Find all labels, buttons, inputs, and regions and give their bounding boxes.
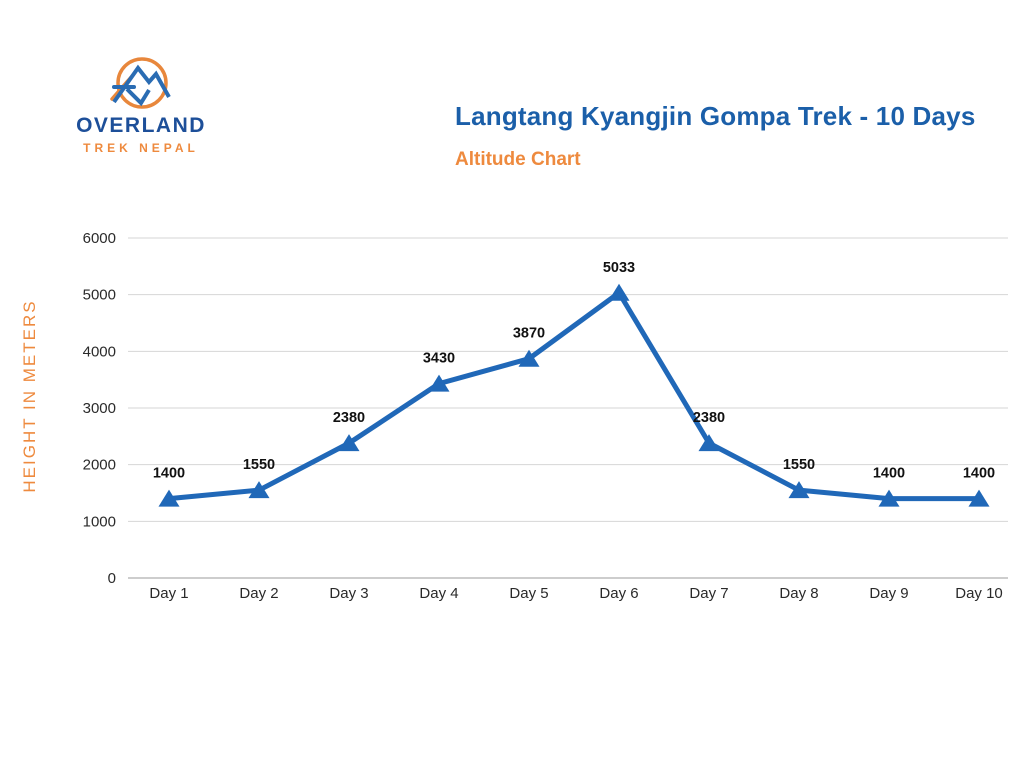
triangle-marker <box>158 489 180 507</box>
header: Langtang Kyangjin Gompa Trek - 10 Days A… <box>455 101 1015 171</box>
data-label: 1550 <box>783 457 815 473</box>
x-tick-label: Day 2 <box>239 585 278 602</box>
page-subtitle: Altitude Chart <box>455 149 581 170</box>
overland-logo: OVERLAND TREK NEPAL <box>60 54 222 155</box>
gridlines <box>128 237 1008 579</box>
x-tick-label: Day 6 <box>599 585 638 602</box>
triangle-marker <box>248 481 270 499</box>
y-tick-label: 0 <box>108 570 116 587</box>
x-tick-label: Day 7 <box>689 585 728 602</box>
data-label: 5033 <box>603 260 635 276</box>
y-tick-label: 1000 <box>83 513 116 530</box>
page-title: Langtang Kyangjin Gompa Trek - 10 Days <box>455 101 976 131</box>
triangle-marker <box>428 374 450 392</box>
x-tick-label: Day 5 <box>509 585 548 602</box>
data-label: 1400 <box>963 466 995 482</box>
triangle-marker <box>698 434 720 452</box>
y-tick-label: 5000 <box>83 287 116 304</box>
triangle-marker <box>788 481 810 499</box>
data-label: 1550 <box>243 457 275 473</box>
y-tick-label: 6000 <box>83 230 116 247</box>
triangle-marker <box>968 489 990 507</box>
x-tick-label: Day 3 <box>329 585 368 602</box>
triangle-marker <box>518 349 540 367</box>
x-tick-label: Day 1 <box>149 585 188 602</box>
x-tick-label: Day 9 <box>869 585 908 602</box>
data-labels: 1400 1550 2380 3430 3870 5033 2380 1550 1400 1400 <box>153 260 995 482</box>
data-label: 1400 <box>153 466 185 482</box>
logo-name: OVERLAND <box>76 114 206 137</box>
x-tick-label: Day 8 <box>779 585 818 602</box>
data-label: 2380 <box>333 410 365 426</box>
triangle-marker <box>338 434 360 452</box>
mountain-circle-logo-icon <box>110 57 171 109</box>
triangle-marker <box>608 283 630 301</box>
x-tick-label: Day 4 <box>419 585 458 602</box>
triangle-marker <box>878 489 900 507</box>
y-tick-labels: 0 1000 2000 3000 4000 5000 6000 <box>83 230 116 587</box>
altitude-series-line <box>166 290 982 502</box>
x-tick-label: Day 10 <box>955 585 1003 602</box>
y-tick-label: 2000 <box>83 457 116 474</box>
data-label: 1400 <box>873 466 905 482</box>
data-label: 2380 <box>693 410 725 426</box>
series-markers <box>158 283 990 507</box>
y-tick-label: 4000 <box>83 343 116 360</box>
logo-subname: TREK NEPAL <box>83 141 199 155</box>
data-label: 3870 <box>513 326 545 342</box>
x-tick-labels: Day 1 Day 2 Day 3 Day 4 Day 5 Day 6 Day 7 Day 8… <box>149 585 1002 602</box>
y-tick-label: 3000 <box>83 400 116 417</box>
data-label: 3430 <box>423 351 455 367</box>
